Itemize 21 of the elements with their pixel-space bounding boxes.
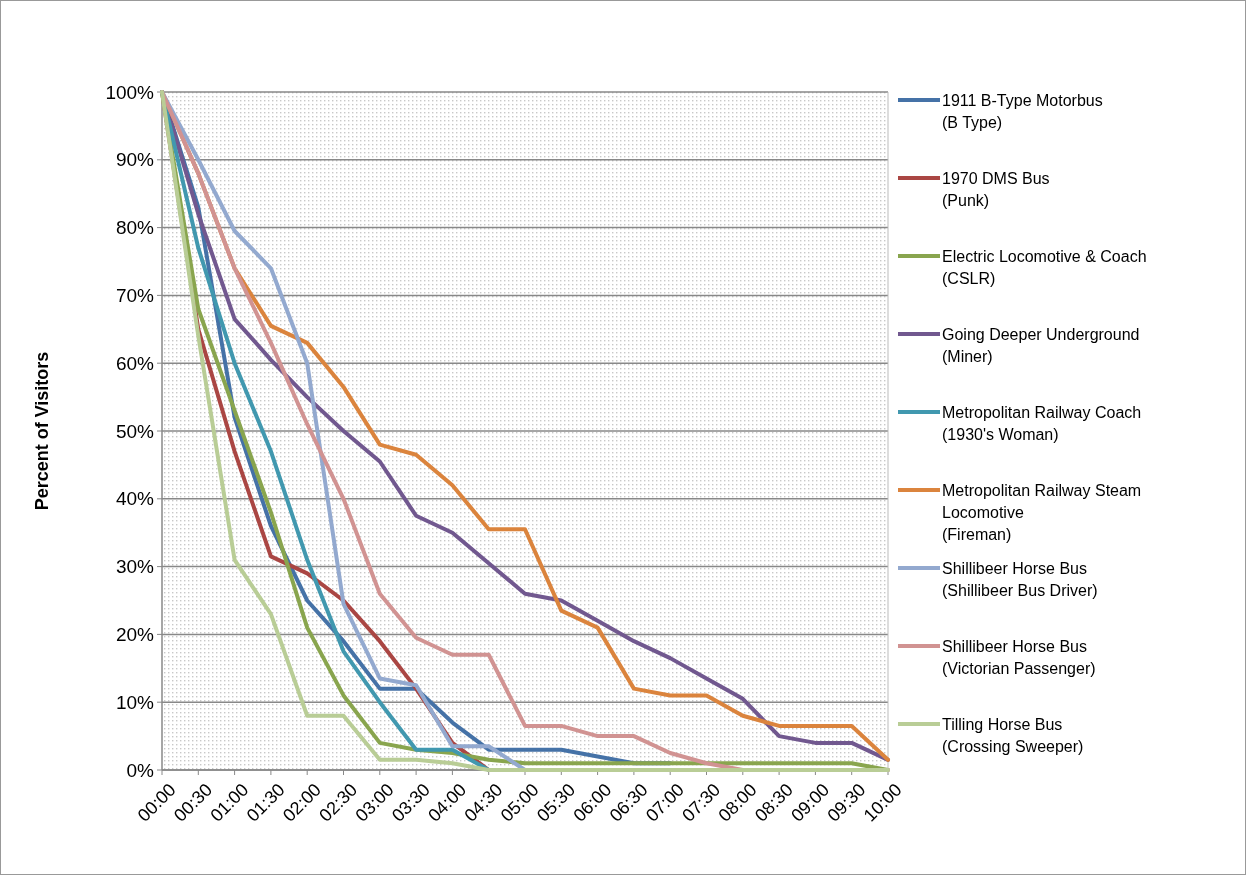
legend-label: Electric Locomotive & Coach (CSLR) [942,247,1147,287]
legend-label: Metropolitan Railway Steam Locomotive (Fireman) [942,481,1142,544]
legend-label: Shillibeer Horse Bus (Victorian Passenger) [942,637,1096,677]
y-tick-label: 90% [115,149,155,171]
y-tick-label: 10% [115,691,155,713]
legend-label: Tilling Horse Bus (Crossing Sweeper) [942,715,1084,755]
legend-label: Metropolitan Railway Coach (1930's Woman) [942,403,1142,443]
y-tick-label: 60% [115,352,155,374]
y-tick-label: 30% [115,556,155,578]
y-tick-label: 40% [115,488,155,510]
legend-label: Going Deeper Underground (Miner) [942,325,1140,365]
y-tick-label: 50% [115,420,155,442]
y-tick-label: 100% [105,81,155,103]
y-tick-label: 20% [115,624,155,646]
y-tick-label: 80% [115,217,155,239]
legend-label: Shillibeer Horse Bus (Shillibeer Bus Driver) [942,559,1098,599]
y-tick-label: 0% [126,759,155,781]
y-tick-label: 70% [115,285,155,307]
legend-label: 1911 B-Type Motorbus (B Type) [942,91,1103,131]
y-axis-title: Percent of Visitors [32,351,52,511]
legend-label: 1970 DMS Bus (Punk) [942,169,1050,209]
